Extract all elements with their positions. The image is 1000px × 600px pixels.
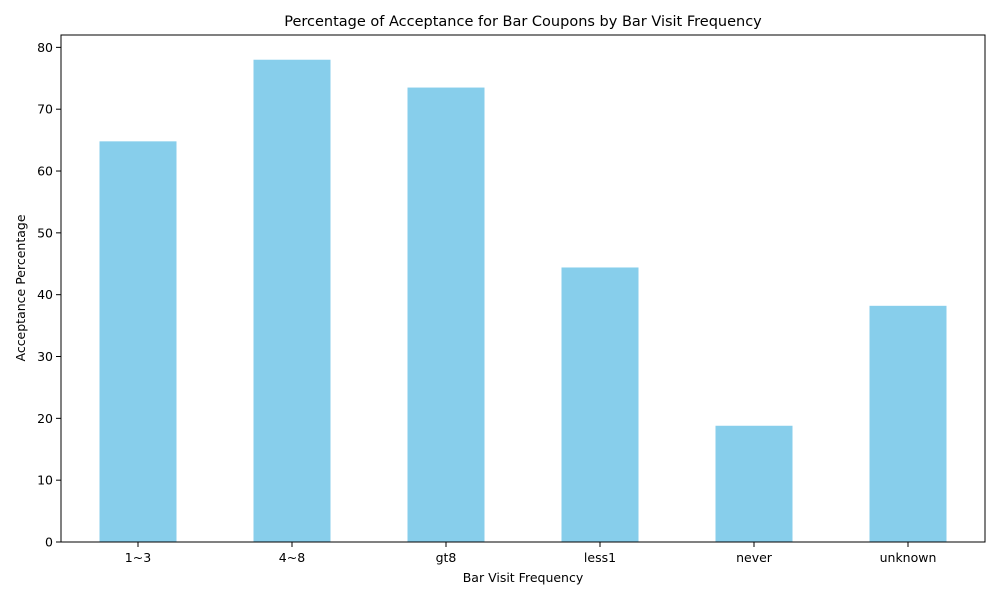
- y-axis-label: Acceptance Percentage: [13, 214, 28, 361]
- x-tick-label-0: 1~3: [125, 550, 151, 565]
- x-tick-label-2: gt8: [436, 550, 457, 565]
- bar-3: [561, 267, 639, 542]
- y-tick-label-7: 70: [37, 102, 53, 117]
- x-tick-label-4: never: [736, 550, 773, 565]
- y-tick-label-1: 10: [37, 473, 53, 488]
- bar-2: [407, 87, 485, 543]
- y-tick-label-6: 60: [37, 164, 53, 179]
- y-tick-label-2: 20: [37, 411, 53, 426]
- x-axis-label: Bar Visit Frequency: [463, 570, 584, 585]
- x-axis: 1~3 4~8 gt8 less1 never unknown: [125, 542, 937, 565]
- bar-5: [869, 305, 947, 542]
- x-tick-label-1: 4~8: [279, 550, 305, 565]
- y-tick-label-5: 50: [37, 225, 53, 240]
- y-tick-label-0: 0: [45, 535, 53, 550]
- bars-group: [99, 59, 947, 543]
- y-tick-label-8: 80: [37, 40, 53, 55]
- x-tick-label-3: less1: [584, 550, 616, 565]
- y-tick-label-4: 40: [37, 287, 53, 302]
- y-tick-label-3: 30: [37, 349, 53, 364]
- chart-title: Percentage of Acceptance for Bar Coupons…: [284, 14, 762, 30]
- bar-0: [99, 141, 177, 542]
- bar-1: [253, 59, 331, 542]
- bar-4: [715, 425, 793, 542]
- x-tick-label-5: unknown: [880, 550, 937, 565]
- plot-frame: [60, 34, 986, 543]
- y-axis: 0 10 20 30 40 50 60 70 80: [37, 40, 61, 550]
